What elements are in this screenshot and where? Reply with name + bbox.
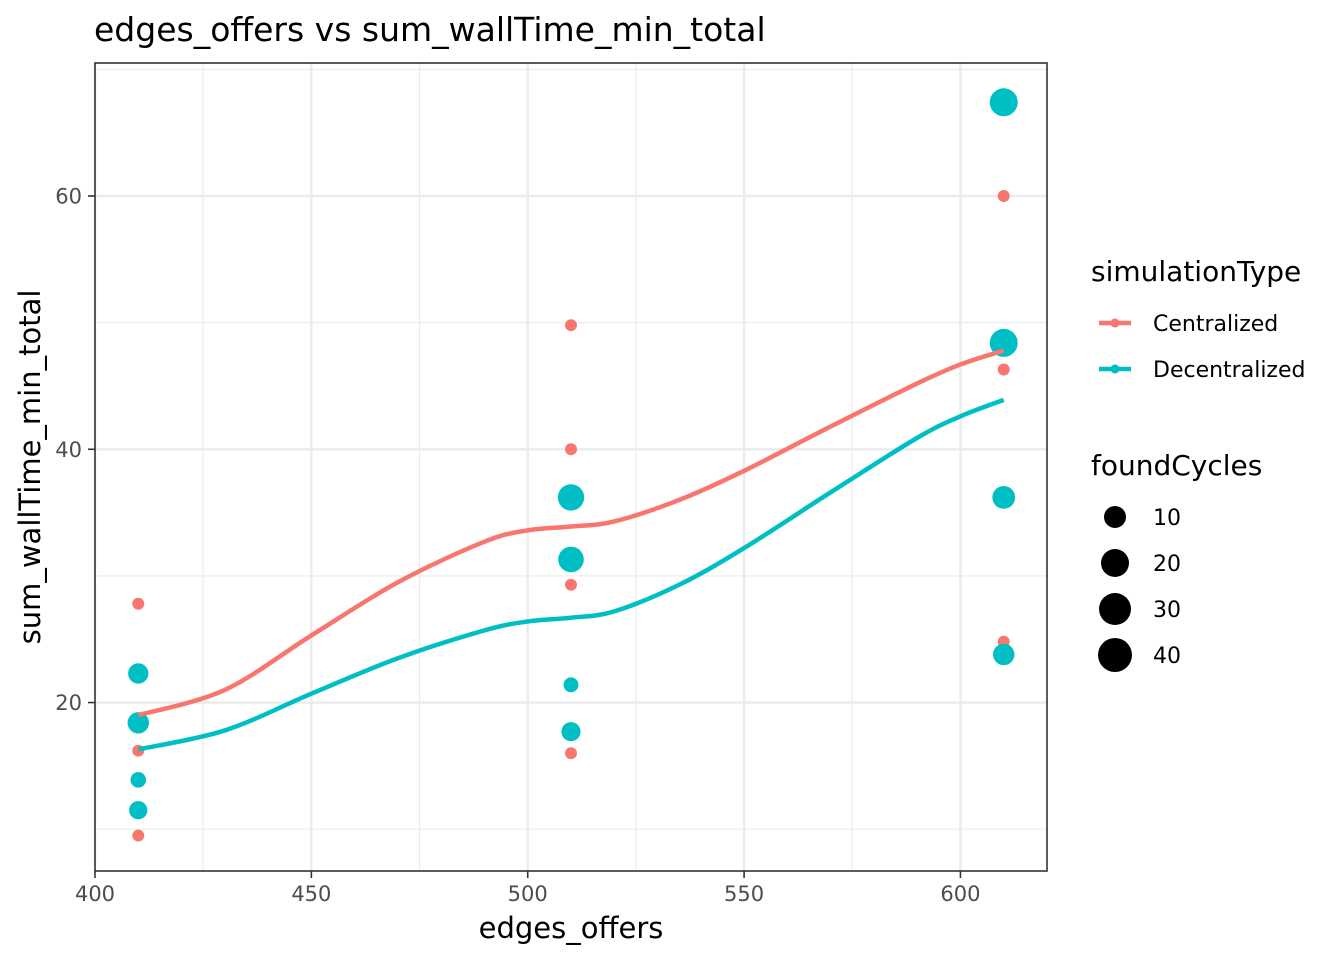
x-tick-label: 550 — [724, 882, 764, 906]
point-centralized — [132, 597, 145, 610]
point-centralized — [997, 363, 1010, 376]
legend-size-items: 10 20 30 40 — [1098, 506, 1181, 672]
data-points — [127, 88, 1018, 842]
legend-size-title: foundCycles — [1091, 449, 1262, 482]
point-decentralized — [557, 484, 585, 511]
x-tick-label: 400 — [75, 882, 115, 906]
legend-size-key — [1098, 638, 1132, 672]
y-tick-label: 60 — [55, 184, 82, 208]
point-decentralized — [989, 88, 1018, 117]
y-axis: 20 40 60 — [55, 184, 95, 715]
x-tick-label: 600 — [940, 882, 980, 906]
point-centralized — [565, 443, 577, 456]
point-decentralized — [128, 663, 149, 684]
y-tick-label: 20 — [55, 691, 82, 715]
point-decentralized — [989, 328, 1018, 357]
point-decentralized — [561, 722, 581, 742]
legend-color-label: Centralized — [1153, 312, 1278, 337]
smooth-line-decentralized — [137, 397, 1005, 752]
point-centralized — [997, 190, 1010, 202]
legend-color-label: Decentralized — [1153, 358, 1305, 383]
plot-border — [94, 62, 1048, 872]
point-decentralized — [992, 486, 1016, 509]
legend-color-items: Centralized Decentralized — [1099, 312, 1305, 383]
legend-size-key — [1104, 506, 1126, 528]
point-centralized — [565, 578, 577, 591]
point-centralized — [132, 829, 145, 842]
point-decentralized — [129, 801, 148, 820]
y-axis-title: sum_wallTime_min_total — [13, 290, 47, 645]
smooth-line-centralized — [137, 348, 1005, 718]
point-centralized — [565, 747, 577, 760]
legend-size-label: 30 — [1153, 598, 1181, 623]
legend-size-label: 10 — [1153, 506, 1181, 531]
point-decentralized — [130, 772, 147, 788]
legend-size-key — [1099, 593, 1131, 625]
chart-title: edges_offers vs sum_wallTime_min_total — [94, 10, 766, 49]
legend-size-label: 40 — [1153, 644, 1181, 669]
point-decentralized — [993, 643, 1015, 666]
point-centralized — [565, 319, 577, 332]
x-tick-label: 500 — [508, 882, 548, 906]
legend-color-title: simulationType — [1091, 255, 1301, 288]
legend-size-key — [1101, 549, 1129, 577]
legend: simulationType CentralizedDecentralized … — [1091, 255, 1305, 672]
x-axis-title: edges_offers — [479, 911, 664, 945]
x-tick-label: 450 — [291, 882, 331, 906]
legend-point-key — [1110, 318, 1120, 328]
x-axis: 400 450 500 550 600 — [75, 871, 981, 906]
point-decentralized — [563, 677, 579, 693]
legend-point-key — [1110, 364, 1120, 374]
legend-size-label: 20 — [1153, 552, 1181, 577]
y-tick-label: 40 — [55, 438, 82, 462]
point-decentralized — [558, 546, 584, 573]
point-decentralized — [127, 712, 149, 734]
